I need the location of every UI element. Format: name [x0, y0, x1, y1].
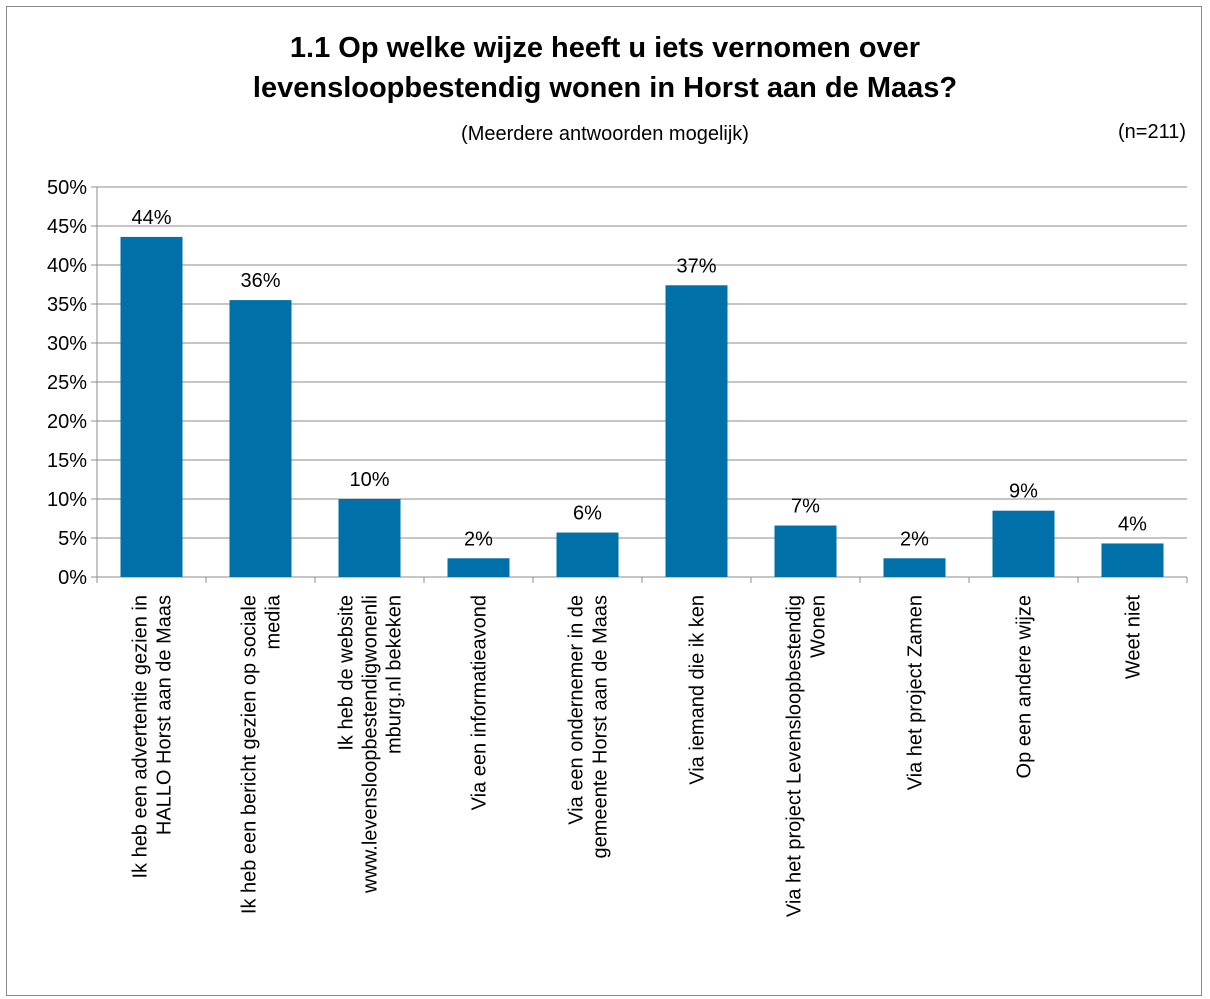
- category-label-line: gemeente Horst aan de Maas: [590, 595, 612, 859]
- data-label: 44%: [131, 207, 171, 229]
- category-label-line: Ik heb de website: [336, 595, 358, 751]
- bar: [229, 300, 292, 577]
- category-label-line: HALLO Horst aan de Maas: [154, 595, 176, 835]
- sample-size-note: (n=211): [1117, 121, 1186, 143]
- bar: [556, 532, 619, 577]
- category-label-line: Via iemand die ik ken: [687, 595, 709, 785]
- data-label: 2%: [900, 528, 929, 550]
- chart-title-line-1: 1.1 Op welke wijze heeft u iets vernomen…: [289, 32, 921, 64]
- category-label-line: media: [263, 594, 285, 649]
- category-label: Via het project Zamen: [905, 595, 927, 790]
- category-label: Ik heb een bericht gezien op sociale medi…: [239, 594, 285, 914]
- category-label-line: Ik heb een advertentie gezien in: [130, 595, 152, 879]
- chart-subtitle: (Meerdere antwoorden mogelijk): [461, 123, 749, 145]
- data-label: 36%: [240, 270, 280, 292]
- category-label-line: Weet niet: [1123, 595, 1145, 680]
- category-label: Ik heb de website www.levensloopbestendig…: [336, 595, 406, 894]
- data-label: 4%: [1118, 513, 1147, 535]
- y-tick-label: 35%: [47, 294, 87, 316]
- category-label-line: Via het project Zamen: [905, 595, 927, 790]
- category-label-line: Via het project Levensloopbestendig: [784, 595, 806, 917]
- bar: [120, 236, 183, 578]
- category-label: Via een ondernemer in de gemeente Horst a…: [566, 595, 612, 859]
- bar: [1101, 543, 1164, 577]
- category-label-line: Via een ondernemer in de: [566, 595, 588, 825]
- data-label: 10%: [349, 469, 389, 491]
- category-label-line: www.levensloopbestendigwonenli: [360, 595, 382, 894]
- y-tick-label: 5%: [58, 528, 87, 550]
- chart-title-line-2: levensloopbestendig wonen in Horst aan d…: [252, 72, 958, 104]
- category-label-line: mburg.nl bekeken: [384, 595, 406, 754]
- y-tick-label: 25%: [47, 372, 87, 394]
- y-tick-label: 20%: [47, 411, 87, 433]
- category-label: Op een andere wijze: [1014, 595, 1036, 778]
- chart-frame: [6, 6, 1202, 996]
- data-label: 2%: [464, 528, 493, 550]
- category-label: Via het project Levensloopbestendig Wonen: [784, 595, 830, 917]
- category-label: Weet niet: [1123, 595, 1145, 680]
- y-tick-label: 45%: [47, 216, 87, 238]
- data-label: 6%: [573, 503, 602, 525]
- data-label: 37%: [676, 255, 716, 277]
- data-label: 7%: [791, 496, 820, 518]
- chart-title: 1.1 Op welke wijze heeft u iets vernomen…: [0, 28, 1210, 108]
- category-label-line: Wonen: [808, 595, 830, 658]
- y-tick-label: 0%: [58, 567, 87, 589]
- category-label-line: Ik heb een bericht gezien op sociale: [239, 595, 261, 914]
- y-tick-label: 30%: [47, 333, 87, 355]
- category-label: Via iemand die ik ken: [687, 595, 709, 785]
- category-label-line: Via een informatieavond: [469, 595, 491, 810]
- y-tick-label: 40%: [47, 255, 87, 277]
- bar: [665, 285, 728, 577]
- bar: [992, 510, 1055, 577]
- y-tick-label: 15%: [47, 450, 87, 472]
- y-tick-label: 50%: [47, 177, 87, 199]
- bar: [774, 525, 837, 577]
- category-label-line: Op een andere wijze: [1014, 595, 1036, 778]
- category-label: Via een informatieavond: [469, 595, 491, 810]
- y-tick-label: 10%: [47, 489, 87, 511]
- category-label: Ik heb een advertentie gezien in HALLO Ho…: [130, 595, 176, 879]
- bar: [883, 558, 946, 577]
- bar: [447, 558, 510, 577]
- data-label: 9%: [1009, 481, 1038, 503]
- bar: [338, 499, 401, 577]
